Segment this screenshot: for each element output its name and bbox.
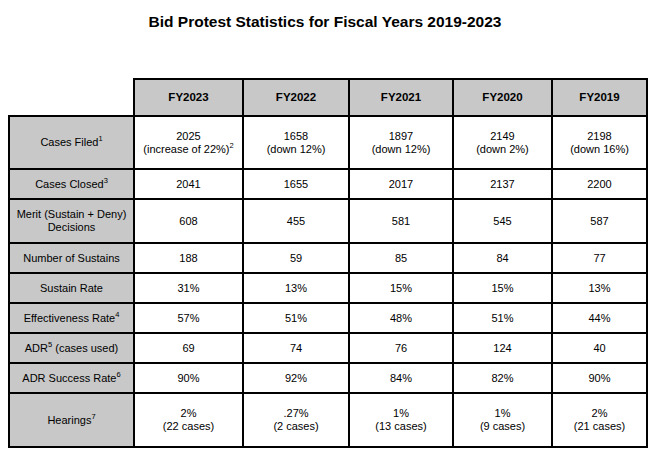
data-cell: 2200 [552, 169, 647, 199]
data-cell: 587 [552, 199, 647, 243]
footnote-marker: 7 [91, 412, 95, 421]
row-label-cell: ADR Success Rate6 [9, 363, 134, 393]
footnote-marker: 3 [104, 176, 108, 185]
data-cell: 1%(9 cases) [453, 393, 552, 447]
data-cell: 545 [453, 199, 552, 243]
page: Bid Protest Statistics for Fiscal Years … [0, 0, 650, 456]
data-cell: 13% [243, 273, 349, 303]
data-cell: 76 [349, 333, 453, 363]
data-cell: 82% [453, 363, 552, 393]
data-cell: .27%(2 cases) [243, 393, 349, 447]
column-header-fy2019: FY2019 [552, 79, 647, 116]
row-label-cell: Effectiveness Rate4 [9, 303, 134, 333]
table-row: Sustain Rate31%13%15%15%13% [9, 273, 647, 303]
table-row: Hearings72%(22 cases).27%(2 cases)1%(13 … [9, 393, 647, 447]
data-cell: 90% [552, 363, 647, 393]
row-label-cell: Merit (Sustain + Deny)Decisions [9, 199, 134, 243]
data-cell: 48% [349, 303, 453, 333]
data-cell: 92% [243, 363, 349, 393]
table-row: Cases Closed320411655201721372200 [9, 169, 647, 199]
page-title: Bid Protest Statistics for Fiscal Years … [0, 13, 650, 31]
data-cell: 581 [349, 199, 453, 243]
footnote-marker: 6 [116, 370, 120, 379]
data-cell: 2%(22 cases) [134, 393, 243, 447]
column-header-fy2023: FY2023 [134, 79, 243, 116]
data-cell: 69 [134, 333, 243, 363]
data-cell: 84% [349, 363, 453, 393]
data-cell: 2017 [349, 169, 453, 199]
data-cell: 1%(13 cases) [349, 393, 453, 447]
data-cell: 124 [453, 333, 552, 363]
column-header-fy2022: FY2022 [243, 79, 349, 116]
data-cell: 51% [243, 303, 349, 333]
row-label-cell: Cases Closed3 [9, 169, 134, 199]
corner-cell [9, 79, 134, 116]
data-cell: 1658(down 12%) [243, 116, 349, 169]
data-cell: 2149(down 2%) [453, 116, 552, 169]
footnote-marker: 5 [48, 340, 52, 349]
data-cell: 77 [552, 243, 647, 273]
data-cell: 13% [552, 273, 647, 303]
data-cell: 2%(21 cases) [552, 393, 647, 447]
table-row: ADR5 (cases used)69747612440 [9, 333, 647, 363]
row-label-cell: Cases Filed1 [9, 116, 134, 169]
row-label-cell: Sustain Rate [9, 273, 134, 303]
row-label-cell: Number of Sustains [9, 243, 134, 273]
row-label-cell: Hearings7 [9, 393, 134, 447]
row-label-cell: ADR5 (cases used) [9, 333, 134, 363]
data-cell: 15% [453, 273, 552, 303]
footnote-marker: 4 [115, 310, 119, 319]
column-header-fy2020: FY2020 [453, 79, 552, 116]
data-cell: 2137 [453, 169, 552, 199]
data-cell: 31% [134, 273, 243, 303]
table-row: Number of Sustains18859858477 [9, 243, 647, 273]
data-cell: 40 [552, 333, 647, 363]
data-cell: 85 [349, 243, 453, 273]
header-row: FY2023FY2022FY2021FY2020FY2019 [9, 79, 647, 116]
data-cell: 90% [134, 363, 243, 393]
data-cell: 455 [243, 199, 349, 243]
table-row: Cases Filed12025(increase of 22%)21658(d… [9, 116, 647, 169]
table-row: ADR Success Rate690%92%84%82%90% [9, 363, 647, 393]
data-cell: 2041 [134, 169, 243, 199]
data-cell: 84 [453, 243, 552, 273]
data-cell: 51% [453, 303, 552, 333]
data-cell: 1897(down 12%) [349, 116, 453, 169]
data-cell: 2025(increase of 22%)2 [134, 116, 243, 169]
data-cell: 74 [243, 333, 349, 363]
table-header: FY2023FY2022FY2021FY2020FY2019 [9, 79, 647, 116]
table-body: Cases Filed12025(increase of 22%)21658(d… [9, 116, 647, 447]
data-cell: 15% [349, 273, 453, 303]
data-cell: 57% [134, 303, 243, 333]
data-cell: 44% [552, 303, 647, 333]
column-header-fy2021: FY2021 [349, 79, 453, 116]
statistics-table: FY2023FY2022FY2021FY2020FY2019 Cases Fil… [8, 78, 648, 448]
data-cell: 608 [134, 199, 243, 243]
data-cell: 188 [134, 243, 243, 273]
table-row: Merit (Sustain + Deny)Decisions608455581… [9, 199, 647, 243]
data-cell: 2198(down 16%) [552, 116, 647, 169]
table-row: Effectiveness Rate457%51%48%51%44% [9, 303, 647, 333]
data-cell: 59 [243, 243, 349, 273]
footnote-marker: 2 [230, 141, 234, 150]
data-cell: 1655 [243, 169, 349, 199]
footnote-marker: 1 [98, 134, 102, 143]
